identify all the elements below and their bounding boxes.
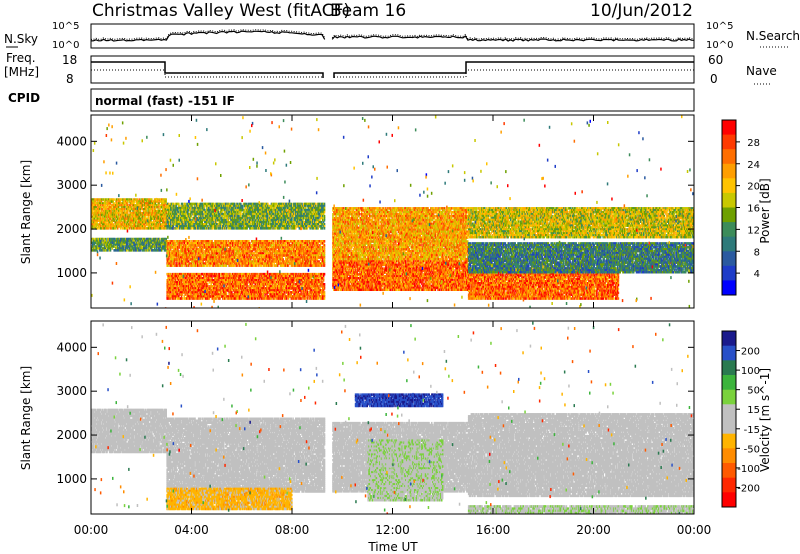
date-title: 10/Jun/2012 [590,1,693,21]
power-heatmap [91,115,696,311]
freq-panel: Freq. [MHz] 18 8 60 0 Nave [4,51,777,86]
cpid-label: CPID [8,91,40,105]
beam-title: Beam 16 [330,1,406,21]
freq-label: Freq. [6,51,36,65]
nave-label: Nave [746,64,777,78]
noise-right-tick-bottom: 10^0 [706,40,733,51]
freq-tick-top: 18 [62,53,77,67]
noise-right-tick-top: 10^5 [706,21,733,32]
noise-tick-bottom: 10^0 [52,40,79,51]
noise-panel: N.Sky 10^5 10^0 10^5 10^0 N.Search [4,21,800,51]
noise-sky-line [91,31,694,41]
radar-figure: Christmas Valley West (fitACF) Beam 16 1… [0,0,800,554]
nave-tick-bottom: 0 [710,72,718,86]
heatmap-cell [166,200,168,203]
nsearch-label: N.Search [746,29,800,43]
nave-tick-top: 60 [708,53,723,67]
heatmap-cell [110,249,112,252]
noise-tick-top: 10^5 [52,21,79,32]
station-title: Christmas Valley West (fitACF) [92,1,350,21]
cpid-value: normal (fast) -151 IF [95,94,235,108]
heatmap-cell [113,198,115,201]
freq-tick-bottom: 8 [66,72,74,86]
freq-unit: [MHz] [4,65,39,79]
nsky-label: N.Sky [4,32,38,46]
